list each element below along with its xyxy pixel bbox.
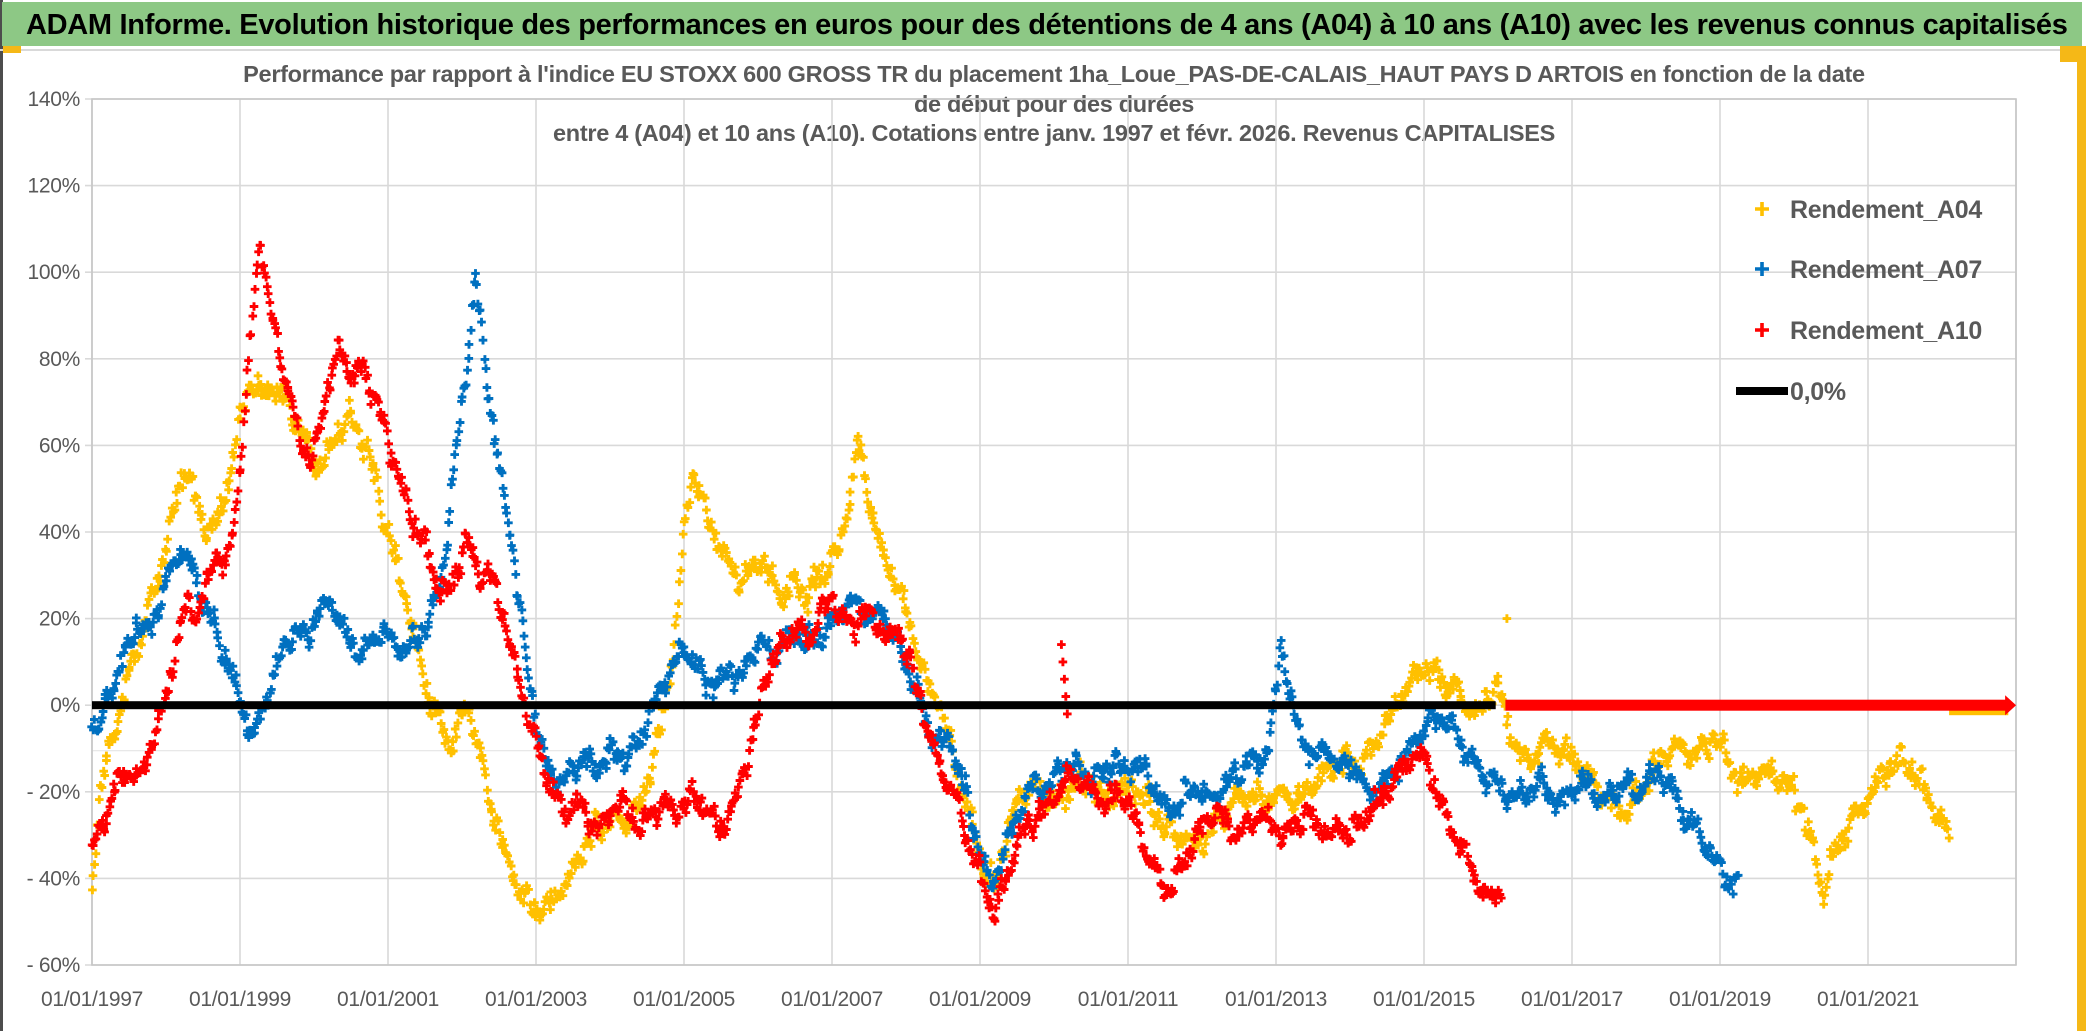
zero-reference-line	[92, 701, 1496, 710]
legend-label: Rendement_A04	[1790, 196, 1982, 224]
y-axis-labels: 140% 120% 100% 80% 60% 40% 20% 0% - 20% - 40% - 60…	[27, 88, 81, 977]
x-axis-labels: 01/01/1997 01/01/1999 01/01/2001 01/01/2003…	[41, 988, 1919, 1011]
x-tick-label: 01/01/2011	[1078, 988, 1179, 1011]
legend-item-0-0-: 0,0%	[1736, 378, 1846, 406]
y-tick-label: - 20%	[27, 781, 80, 804]
plot-border	[91, 98, 2017, 966]
chart-title-line-2: de début pour des durées	[914, 91, 1194, 117]
header-bar	[2, 2, 2082, 46]
legend-item-rendement-a04: Rendement_A04	[1755, 196, 1983, 224]
left-yellow-tab	[3, 46, 21, 53]
header-title: ADAM Informe. Evolution historique des p…	[26, 9, 2068, 41]
legend-plus-marker-icon	[1755, 323, 1769, 337]
right-yellow-strip	[2077, 46, 2086, 1031]
y-tick-label: 80%	[39, 348, 80, 371]
chart-title-line-1: Performance par rapport à l'indice EU ST…	[243, 61, 1865, 87]
y-tick-label: 0%	[50, 694, 80, 717]
x-tick-label: 01/01/2009	[929, 988, 1031, 1011]
scatter-points-layer	[87, 240, 1954, 926]
y-tick-label: - 40%	[27, 867, 80, 890]
chart-title: Performance par rapport à l'indice EU ST…	[243, 61, 1865, 146]
a10-flat-zero-line	[1505, 699, 2008, 711]
y-tick-label: 120%	[27, 175, 80, 198]
series-rendement_a07	[87, 269, 1743, 899]
y-tick-label: 140%	[27, 88, 80, 111]
x-tick-label: 01/01/2021	[1817, 988, 1919, 1011]
x-tick-label: 01/01/2013	[1225, 988, 1327, 1011]
legend-label: Rendement_A07	[1790, 256, 1982, 284]
y-tick-label: - 60%	[27, 954, 80, 977]
x-tick-label: 01/01/2005	[633, 988, 735, 1011]
left-window-edge	[0, 0, 3, 1031]
series-rendement_a10	[87, 240, 1506, 926]
legend-plus-marker-icon	[1755, 262, 1769, 276]
x-tick-label: 01/01/2003	[485, 988, 587, 1011]
y-tick-label: 60%	[39, 434, 80, 457]
x-tick-label: 01/01/1997	[41, 988, 143, 1011]
a10-line-arrowhead	[2005, 695, 2017, 716]
chart-legend: Rendement_A04 Rendement_A07 Rendement_A10 0…	[1736, 196, 1983, 406]
y-tick-label: 20%	[39, 608, 80, 631]
legend-line-marker-icon	[1736, 387, 1788, 395]
legend-label: 0,0%	[1790, 378, 1846, 406]
legend-item-rendement-a10: Rendement_A10	[1755, 317, 1982, 345]
legend-label: Rendement_A10	[1790, 317, 1982, 345]
y-tick-label: 100%	[27, 261, 80, 284]
grid-layer	[85, 98, 2017, 966]
x-tick-label: 01/01/1999	[189, 988, 291, 1011]
chart-title-line-3: entre 4 (A04) et 10 ans (A10). Cotations…	[553, 120, 1555, 146]
x-tick-label: 01/01/2015	[1373, 988, 1475, 1011]
x-tick-label: 01/01/2001	[337, 988, 439, 1011]
x-tick-label: 01/01/2007	[781, 988, 883, 1011]
x-tick-label: 01/01/2019	[1669, 988, 1771, 1011]
y-tick-label: 40%	[39, 521, 80, 544]
legend-plus-marker-icon	[1755, 202, 1769, 216]
x-tick-label: 01/01/2017	[1521, 988, 1623, 1011]
legend-item-rendement-a07: Rendement_A07	[1755, 256, 1982, 284]
reference-lines-layer	[92, 695, 2017, 716]
